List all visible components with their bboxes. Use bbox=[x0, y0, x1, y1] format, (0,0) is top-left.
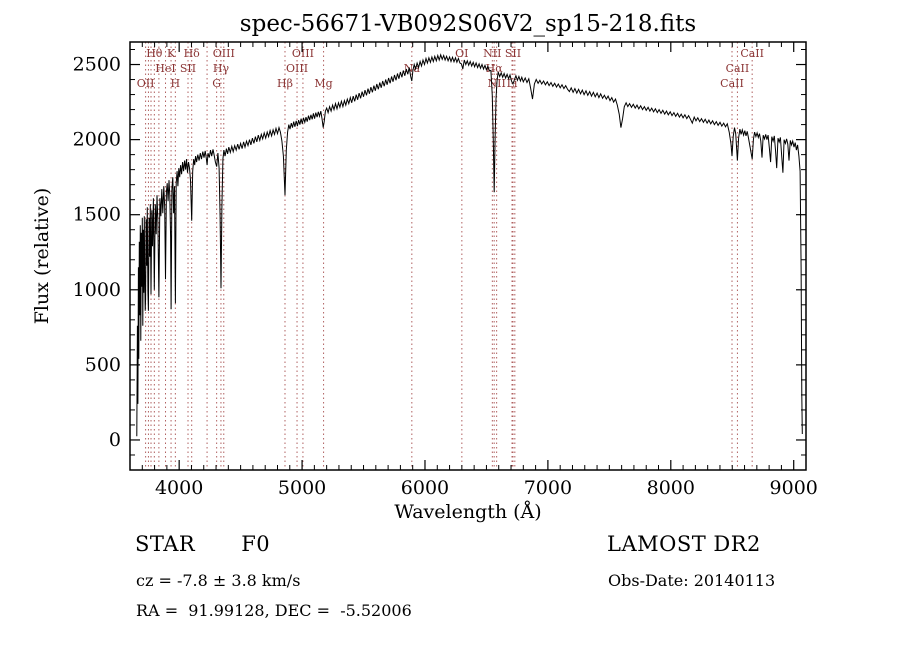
spectral-line-label: OI bbox=[455, 47, 468, 60]
spectral-line-label: OIII bbox=[286, 62, 308, 75]
spectral-line-label: G bbox=[212, 77, 221, 90]
x-axis-tick-label: 6000 bbox=[401, 477, 449, 499]
x-axis-label: Wavelength (Å) bbox=[394, 501, 541, 523]
spectral-line-label: SII bbox=[180, 62, 196, 75]
x-axis-tick-label: 5000 bbox=[278, 477, 326, 499]
plot-frame bbox=[129, 41, 807, 471]
spectral-line-label: CaII bbox=[726, 62, 750, 75]
spectrum-plot: spec-56671-VB092S06V2_sp15-218.fits Wave… bbox=[31, 11, 818, 523]
x-axis-tick-label: 8000 bbox=[647, 477, 695, 499]
spectral-line-label: OIII bbox=[292, 47, 314, 60]
spectral-line-label: OII bbox=[137, 77, 155, 90]
x-axis-tick-label: 9000 bbox=[770, 477, 818, 499]
y-axis-tick-label: 1500 bbox=[73, 204, 121, 226]
spectral-line-label: CaII bbox=[720, 77, 744, 90]
obs-date: Obs-Date: 20140113 bbox=[608, 571, 776, 590]
spectral-line-label: NII bbox=[483, 47, 501, 60]
y-axis-tick-label: 500 bbox=[85, 354, 121, 376]
spectral-line-label: Hβ bbox=[277, 77, 293, 90]
spectral-line-label: OIII bbox=[213, 47, 235, 60]
spectral-line-label: CaII bbox=[740, 47, 764, 60]
classification-line: STAR F0 bbox=[135, 532, 270, 556]
subclass: F0 bbox=[241, 532, 271, 556]
plot-title: spec-56671-VB092S06V2_sp15-218.fits bbox=[240, 11, 696, 37]
spectral-line-label: HeI bbox=[155, 62, 175, 75]
y-axis-tick-label: 1000 bbox=[73, 279, 121, 301]
spectral-line-label: SII bbox=[505, 47, 521, 60]
ra-dec-value: RA = 91.99128, DEC = -5.52006 bbox=[136, 601, 412, 620]
spectrum-trace bbox=[136, 53, 803, 437]
y-axis-tick-label: 2000 bbox=[73, 129, 121, 151]
survey-label: LAMOST DR2 bbox=[607, 532, 761, 556]
object-type: STAR bbox=[135, 532, 196, 556]
x-axis-tick-label: 4000 bbox=[155, 477, 203, 499]
spectral-line-label: Hγ bbox=[213, 62, 230, 75]
cz-value: cz = -7.8 ± 3.8 km/s bbox=[136, 571, 301, 590]
y-axis-tick-label: 2500 bbox=[73, 54, 121, 76]
spectral-line-label: H bbox=[171, 77, 181, 90]
y-axis-tick-label: 0 bbox=[109, 429, 121, 451]
spectral-line-label: Mg bbox=[314, 77, 332, 90]
spectral-line-label: K bbox=[167, 47, 176, 60]
spectral-line-label: Hδ bbox=[184, 47, 201, 60]
y-axis-label: Flux (relative) bbox=[31, 188, 53, 325]
spectral-line-label: Hθ bbox=[146, 47, 163, 60]
spectral-line-label: Hα bbox=[486, 62, 504, 75]
x-axis-tick-label: 7000 bbox=[524, 477, 572, 499]
